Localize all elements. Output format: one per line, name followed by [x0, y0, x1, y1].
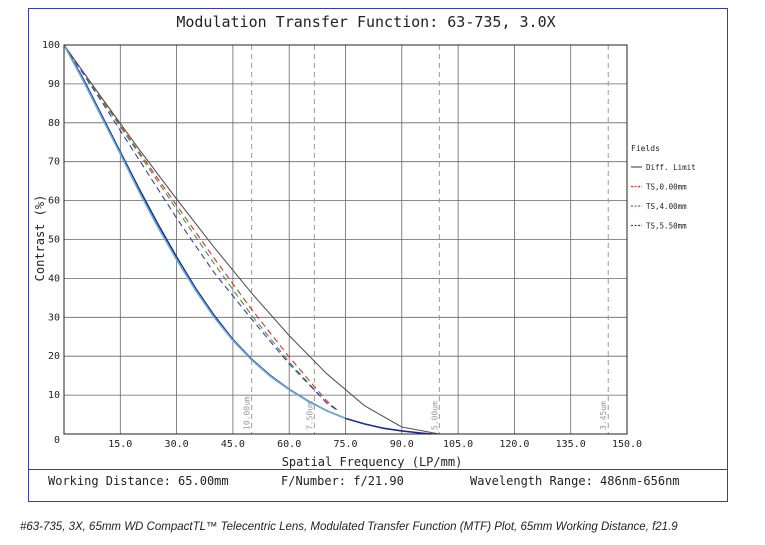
x-axis-label: Spatial Frequency (LP/mm) — [282, 455, 463, 469]
wavelength-marker-label: 5.00um — [430, 401, 439, 430]
x-tick-label: 90.0 — [390, 439, 414, 450]
legend-entry: TS,4.00mm — [646, 202, 687, 211]
tick-labels: 15.0 30.0 45.0 60.0 75.0 90.0 105.0 120.0 135.0 1… — [42, 40, 642, 450]
working-distance-text: Working Distance: 65.00mm — [48, 474, 229, 488]
x-tick-label: 150.0 — [612, 439, 642, 450]
y-tick-label: 30 — [48, 312, 60, 323]
wavelength-marker-label: 3.45um — [599, 401, 608, 430]
series-lines — [63, 44, 440, 435]
y-tick-label: 20 — [48, 351, 60, 362]
legend-entry: Diff. Limit — [646, 163, 696, 172]
legend: Fields Diff. Limit TS,0.00mm TS,4.00mm TS,5… — [631, 144, 696, 231]
series-line-2 — [63, 44, 339, 412]
y-axis-label: Contrast (%) — [33, 195, 47, 282]
wavelength-markers: 10.00um 7.50um 5.00um 3.45um — [243, 45, 609, 434]
x-tick-label: 135.0 — [556, 439, 586, 450]
y-tick-label: 90 — [48, 79, 60, 90]
x-tick-label: 30.0 — [165, 439, 189, 450]
footer-divider — [29, 469, 727, 470]
y-tick-label: 10 — [48, 390, 60, 401]
series-line-5 — [63, 44, 346, 420]
y-tick-label: 60 — [48, 196, 60, 207]
series-line-1 — [63, 44, 339, 412]
y-tick-label: 70 — [48, 157, 60, 168]
figure-caption: #63-735, 3X, 65mm WD CompactTL™ Telecent… — [20, 521, 678, 533]
f-number-text: F/Number: f/21.90 — [281, 474, 404, 488]
plot-area-border — [63, 44, 628, 435]
x-tick-label: 120.0 — [499, 439, 529, 450]
wavelength-range-text: Wavelength Range: 486nm-656nm — [470, 474, 680, 488]
x-tick-label: 105.0 — [443, 439, 473, 450]
legend-title: Fields — [631, 144, 660, 153]
grid — [64, 45, 627, 434]
x-tick-label: 15.0 — [108, 439, 132, 450]
series-line-0 — [63, 44, 440, 435]
mtf-figure-frame — [28, 8, 728, 502]
x-tick-label: 75.0 — [333, 439, 357, 450]
y-tick-label: 80 — [48, 118, 60, 129]
y-tick-label: 100 — [42, 40, 60, 51]
x-tick-label: 60.0 — [277, 439, 301, 450]
wavelength-marker-label: 7.50um — [305, 401, 314, 430]
y-tick-label: 40 — [48, 273, 60, 284]
series-line-3 — [63, 44, 339, 412]
wavelength-marker-label: 10.00um — [243, 396, 252, 430]
chart-title: Modulation Transfer Function: 63-735, 3.… — [176, 13, 555, 31]
y-tick-label: 0 — [54, 435, 60, 446]
legend-entry: TS,5.50mm — [646, 222, 687, 231]
legend-entry: TS,0.00mm — [646, 183, 687, 192]
y-tick-label: 50 — [48, 235, 60, 246]
x-tick-label: 45.0 — [221, 439, 245, 450]
